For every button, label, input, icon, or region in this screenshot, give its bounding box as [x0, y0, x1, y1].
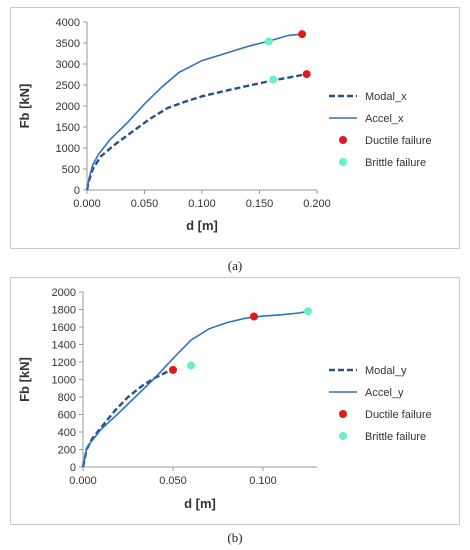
series-line-accel-y — [82, 310, 309, 468]
y-tick-label: 3500 — [56, 38, 80, 50]
x-tick-label: 0.100 — [249, 475, 277, 487]
legend-swatch-brittle-failure — [339, 432, 347, 440]
y-tick-label: 1500 — [56, 122, 80, 134]
legend-label-brittle-failure: Brittle failure — [365, 157, 426, 169]
x-tick-label: 0.100 — [188, 198, 216, 210]
series-line-modal-y — [81, 368, 174, 468]
legend-swatch-ductile-failure — [339, 136, 347, 144]
y-tick-label: 500 — [62, 164, 80, 176]
series-line-accel-x — [86, 33, 303, 191]
chart-b: 0 200 400 600 800 1000 1200 1400 1600 1800 2000 0.0… — [17, 287, 432, 511]
ductile-failure-point — [302, 70, 311, 79]
chart-a: 0 500 1000 1500 2000 2500 3000 3500 4000 0.000 0.0… — [17, 17, 432, 233]
chart-panel-a: 0 500 1000 1500 2000 2500 3000 3500 4000 0.000 0.0… — [10, 7, 460, 249]
y-tick-label: 1000 — [56, 143, 80, 155]
y-tick-label: 1200 — [52, 357, 76, 369]
y-tick-label: 1000 — [52, 375, 76, 387]
x-tick-label: 0.000 — [73, 198, 101, 210]
legend-label-accel-x: Accel_x — [365, 113, 404, 125]
legend-label-ductile-failure: Ductile failure — [365, 135, 432, 147]
y-tick-label: 200 — [58, 445, 76, 457]
brittle-failure-point — [269, 75, 278, 84]
y-tick-label: 2000 — [56, 101, 80, 113]
y-tick-label: 4000 — [56, 17, 80, 29]
x-axis-title: d [m] — [186, 218, 218, 233]
y-tick-label: 400 — [58, 427, 76, 439]
y-tick-label: 800 — [58, 392, 76, 404]
brittle-failure-point — [264, 37, 273, 46]
y-axis-title: Fb [kN] — [17, 357, 32, 402]
y-tick-label: 1800 — [52, 305, 76, 317]
legend-swatch-ductile-failure — [339, 410, 347, 418]
ductile-failure-point — [250, 312, 258, 321]
y-tick-label: 600 — [58, 410, 76, 422]
y-tick-label: 1400 — [52, 340, 76, 352]
caption-b: (b) — [227, 530, 243, 545]
x-tick-label: 0.200 — [303, 198, 331, 210]
chart-panel-b: 0 200 400 600 800 1000 1200 1400 1600 1800 2000 0.0… — [10, 277, 460, 525]
legend-label-brittle-failure: Brittle failure — [365, 431, 426, 443]
brittle-failure-point — [304, 307, 312, 316]
x-tick-label: 0.050 — [131, 198, 159, 210]
x-axis-title: d [m] — [184, 496, 216, 511]
y-tick-label: 3000 — [56, 59, 80, 71]
x-tick-label: 0.000 — [69, 475, 97, 487]
x-tick-label: 0.150 — [246, 198, 274, 210]
y-tick-label: 2000 — [52, 287, 76, 299]
x-tick-label: 0.050 — [159, 475, 187, 487]
ductile-failure-point — [298, 30, 307, 39]
legend-swatch-brittle-failure — [339, 158, 347, 166]
legend-label-modal-x: Modal_x — [365, 91, 407, 103]
y-tick-label: 0 — [70, 462, 76, 474]
y-tick-label: 0 — [74, 185, 80, 197]
caption-a: (a) — [227, 258, 243, 273]
y-tick-label: 2500 — [56, 80, 80, 92]
ductile-failure-point — [169, 365, 177, 374]
legend-label-ductile-failure: Ductile failure — [365, 409, 432, 421]
series-line-modal-x — [85, 72, 307, 191]
legend-label-accel-y: Accel_y — [365, 387, 404, 399]
y-axis-title: Fb [kN] — [17, 84, 32, 129]
legend-label-modal-y: Modal_y — [365, 365, 407, 377]
y-tick-label: 1600 — [52, 322, 76, 334]
brittle-failure-point — [187, 361, 195, 370]
